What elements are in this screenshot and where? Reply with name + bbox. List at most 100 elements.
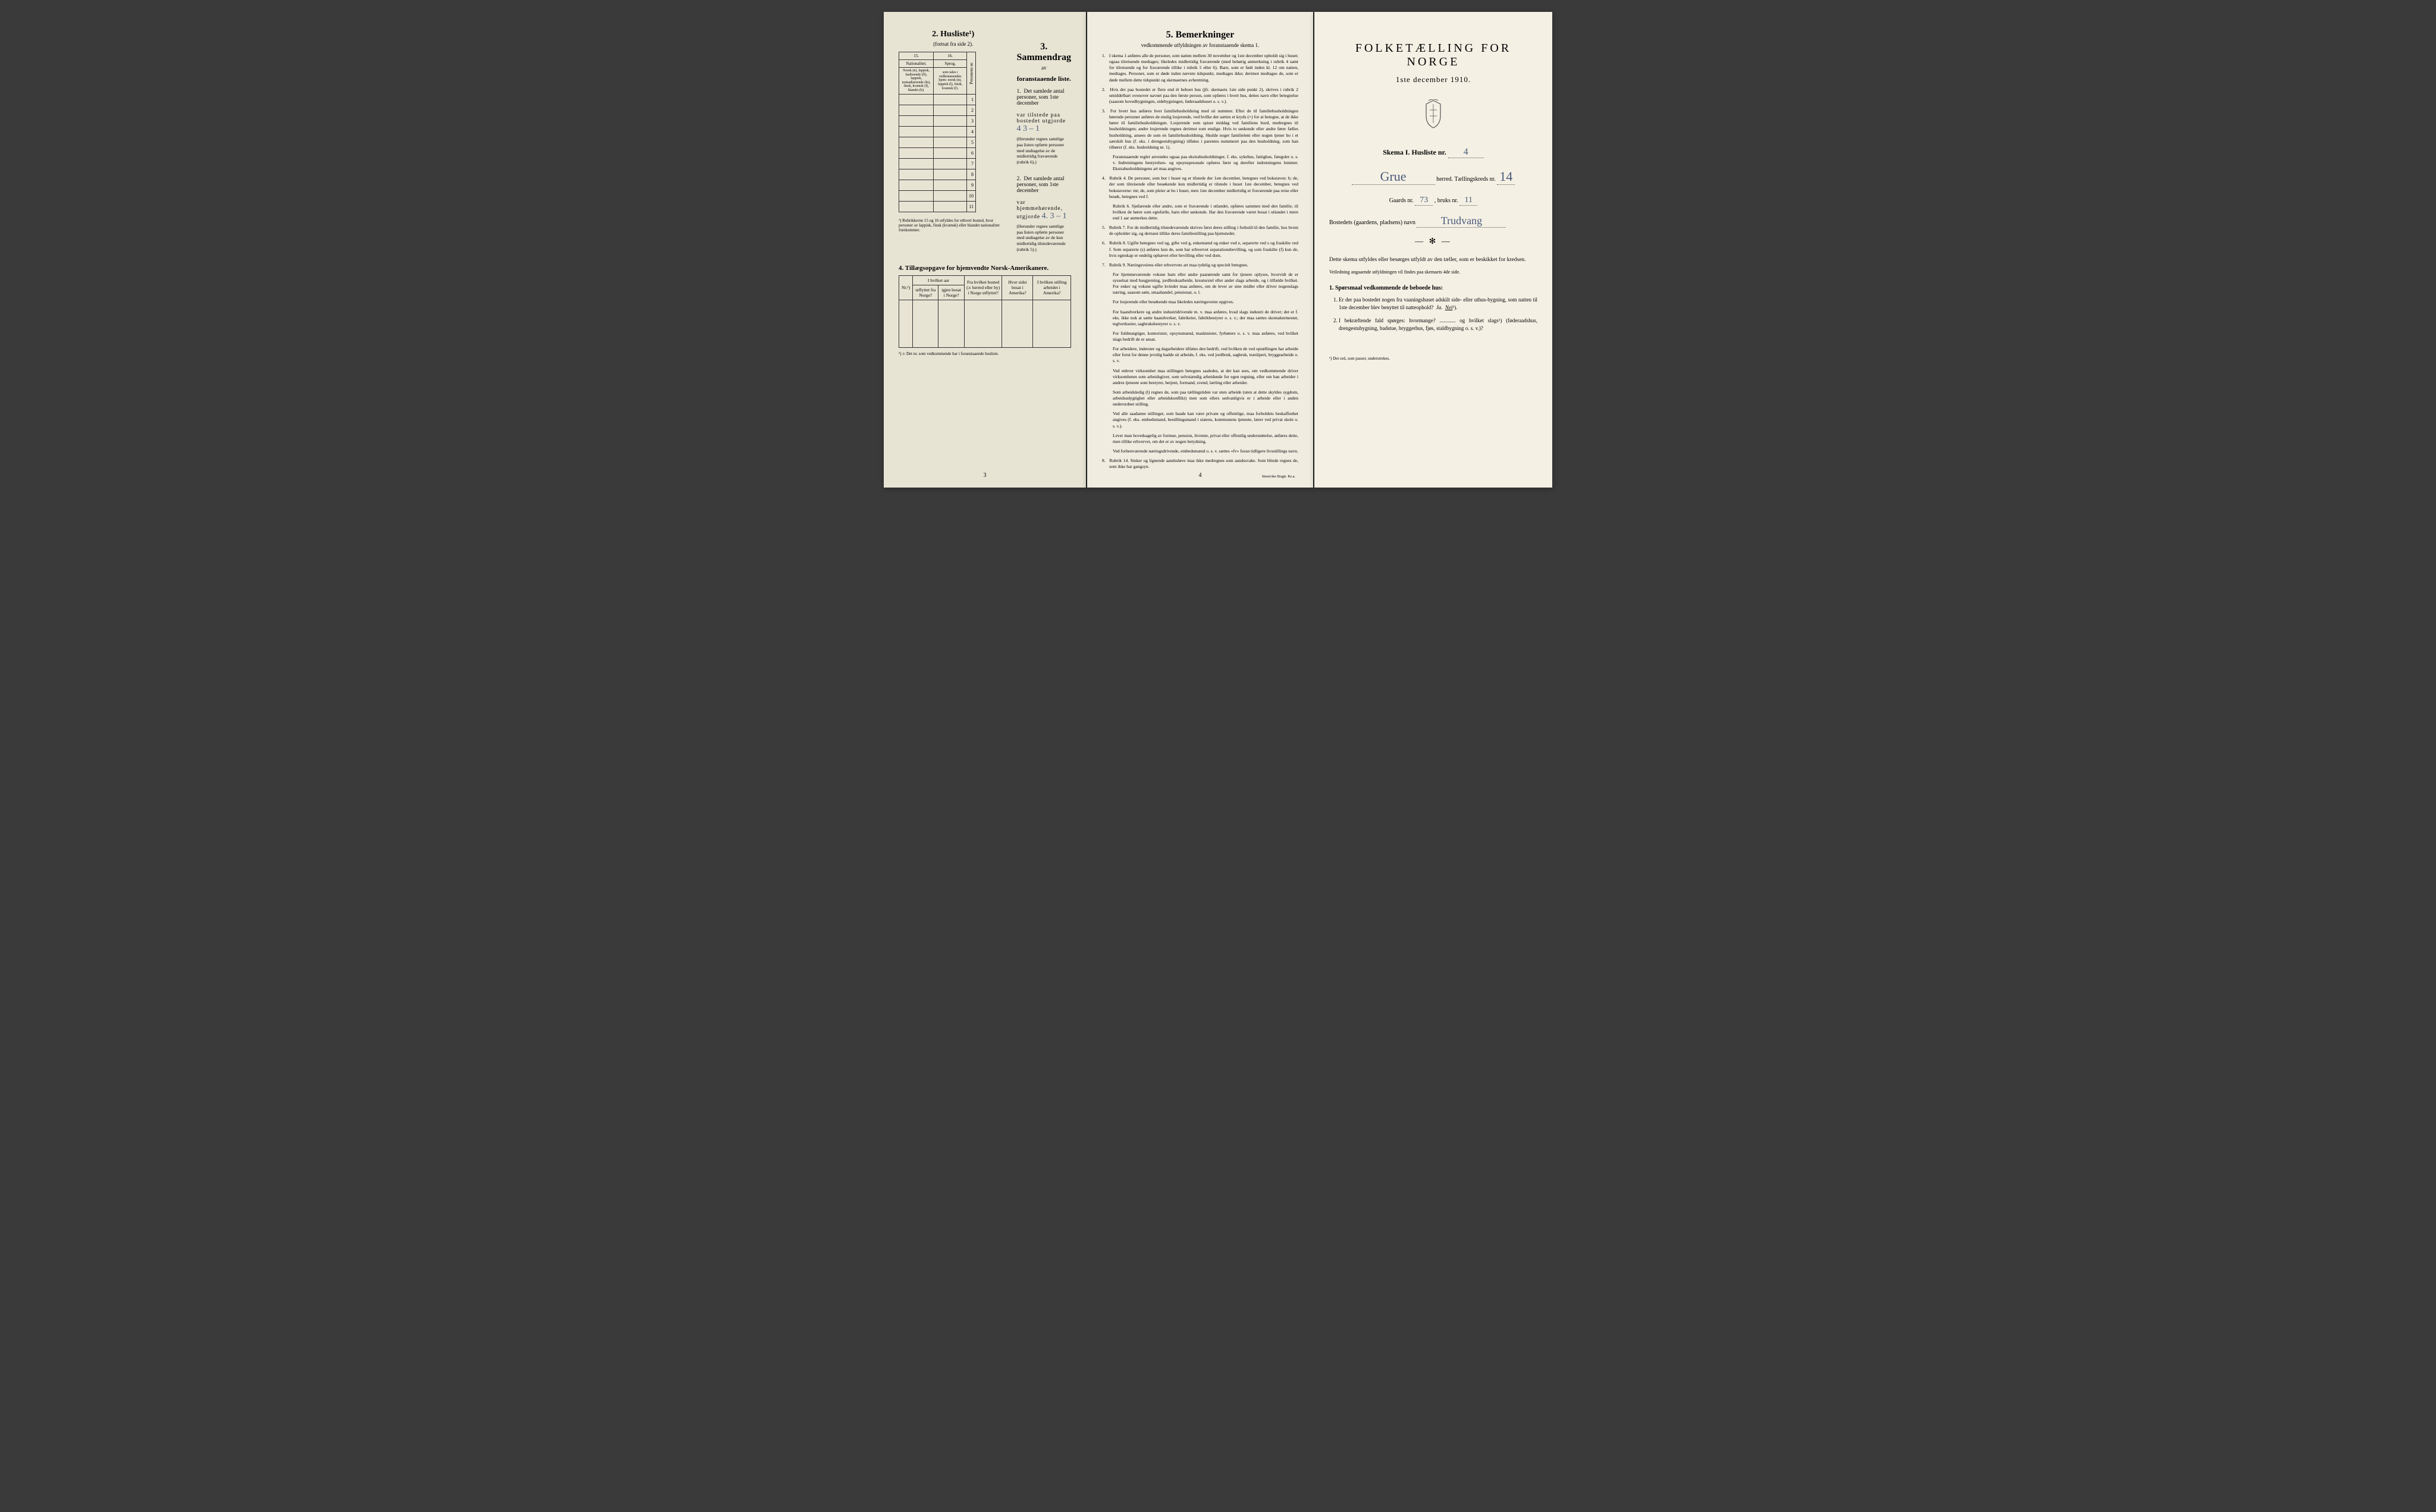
kreds-hand: 14: [1497, 169, 1515, 185]
page3-body: Dette skema utfyldes eller besørges utfy…: [1329, 256, 1537, 276]
herred-label: herred. Tællingskreds nr.: [1436, 176, 1496, 183]
table-row: 9: [899, 180, 976, 190]
remark-item: 1. I skema 1 anføres alle de personer, s…: [1102, 53, 1298, 83]
remark-sub: For arbeidere, inderster og dagarbeidere…: [1102, 346, 1298, 364]
document-spread: 2. Husliste¹) (fortsat fra side 2). 15. …: [884, 12, 1552, 488]
item2-note: (Herunder regnes samtlige paa listen opf…: [1016, 224, 1071, 253]
remark-sub: Ved enhver virksomhet maa stillingen bet…: [1102, 368, 1298, 386]
herred-hand: Grue: [1352, 169, 1435, 185]
question-2: I bekræftende fald spørges: hvormange? .…: [1339, 317, 1537, 332]
nationality-footnote: ¹) Rubrikkerne 15 og 16 utfyldes for eth…: [899, 218, 1007, 233]
page-2: 5. Bemerkninger vedkommende utfyldningen…: [1087, 12, 1313, 488]
col-16-body: som tales i vedkommendes hjem: norsk (n)…: [934, 68, 967, 95]
sammendrag-title: 3. Sammendrag: [1016, 42, 1071, 63]
body-text-1: Dette skema utfyldes eller besørges utfy…: [1329, 256, 1537, 264]
item2-text: Det samlede antal personer, som 1ste dec…: [1016, 176, 1064, 194]
amer-body-row: [899, 300, 1071, 347]
body-text-2: Veiledning angaaende utfyldningen vil fi…: [1329, 269, 1537, 276]
amerikanere-table: Nr.²) I hvilket aar Fra hvilket bosted (…: [899, 275, 1071, 348]
bruks-label: , bruks nr.: [1434, 197, 1458, 204]
bemerkninger-sub: vedkommende utfyldningen av foranstaaend…: [1102, 42, 1298, 48]
item2-line2-wrap: var hjemmehørende, utgjorde 4. 3 – 1: [1016, 200, 1071, 221]
sec4-footnote: ²) ɔ: Det nr. som vedkommende har i fora…: [899, 351, 1071, 356]
remark-item: 6. Rubrik 8. Ugifte betegnes ved ug, gif…: [1102, 240, 1298, 258]
amer-nr-head: Nr.²): [899, 275, 913, 300]
remark-sub: Ved alle saadanne stillinger, som baade …: [1102, 411, 1298, 429]
ornament-icon: — ✻ —: [1329, 237, 1537, 247]
question-list: Er der paa bostedet nogen fra vaaningshu…: [1339, 296, 1537, 332]
husliste-title: 2. Husliste¹): [899, 30, 1007, 39]
remark-sub: For haandverkere og andre industridriven…: [1102, 309, 1298, 327]
table-row: 6: [899, 147, 976, 158]
table-row: 2: [899, 105, 976, 115]
husliste-column: 2. Husliste¹) (fortsat fra side 2). 15. …: [899, 30, 1007, 233]
table-row: 8: [899, 169, 976, 180]
herred-line: Grue herred. Tællingskreds nr. 14: [1329, 169, 1537, 185]
amerikanere-section: 4. Tillægsopgave for hjemvendte Norsk-Am…: [899, 265, 1071, 356]
remark-sub: Lever man hovedsagelig av formue, pensio…: [1102, 433, 1298, 445]
remark-sub: For hjemmeværende voksne barn eller andr…: [1102, 272, 1298, 296]
table-row: 3: [899, 115, 976, 126]
gaards-label: Gaards nr.: [1389, 197, 1414, 204]
table-row: 5: [899, 137, 976, 147]
printer-imprint: Steen'ske Bogtr. Kr.a.: [1262, 474, 1295, 479]
skema-line: Skema I. Husliste nr. 4: [1329, 147, 1537, 158]
question-1: Er der paa bostedet nogen fra vaaningshu…: [1339, 296, 1537, 311]
remark-item: 3. For hvert hus anføres hver familiehus…: [1102, 108, 1298, 150]
table-row: 4: [899, 126, 976, 137]
table-row: 10: [899, 190, 976, 201]
remark-item: 5. Rubrik 7. For de midlertidig tilstede…: [1102, 225, 1298, 237]
sammendrag-sub1: av: [1016, 65, 1071, 71]
page3-footnote: ¹) Det ord, som passer, understrekes.: [1329, 356, 1537, 361]
amer-igjen-head: igjen bosat i Norge?: [938, 285, 964, 300]
bosted-line: Bostedets (gaardens, pladsens) navn Trud…: [1329, 215, 1537, 228]
col-15-num: 15.: [899, 52, 934, 60]
remark-item: 7. Rubrik 9. Næringsveiens eller erhverv…: [1102, 262, 1298, 268]
page-1: 2. Husliste¹) (fortsat fra side 2). 15. …: [884, 12, 1086, 488]
amer-fra-head: Fra hvilket bosted (ɔ: herred eller by) …: [964, 275, 1002, 300]
remark-sub: Foranstaaende regler anvendes ogsaa paa …: [1102, 154, 1298, 172]
coat-of-arms-icon: [1329, 99, 1537, 132]
table-row: 7: [899, 158, 976, 169]
nei-option: Nei: [1445, 304, 1453, 310]
item1-line2-wrap: var tilstede paa bostedet utgjorde 4 3 –…: [1016, 112, 1071, 134]
item1-text: Det samlede antal personer, som 1ste dec…: [1016, 89, 1064, 106]
census-date: 1ste december 1910.: [1329, 75, 1537, 84]
page1-top-wrap: 2. Husliste¹) (fortsat fra side 2). 15. …: [899, 30, 1071, 253]
q2-text: I bekræftende fald spørges: hvormange? .…: [1339, 318, 1537, 331]
table-row: 11: [899, 201, 976, 212]
amer-aar-head: I hvilket aar: [913, 275, 965, 285]
col-15-body: Norsk (n), lappisk, fastboende (lf), lap…: [899, 68, 934, 95]
bosted-label: Bostedets (gaardens, pladsens) navn: [1329, 219, 1415, 226]
ja-option: Ja.: [1436, 304, 1443, 310]
page-3: FOLKETÆLLING FOR NORGE 1ste december 191…: [1314, 12, 1552, 488]
sammendrag-sub2: foranstaaende liste.: [1016, 76, 1071, 83]
item1-handwritten: 4 3 – 1: [1016, 124, 1040, 133]
person-nr-head: Personens nr.: [967, 52, 976, 95]
sammendrag-section: 3. Sammendrag av foranstaaende liste. 1.…: [1016, 30, 1071, 253]
page1-number: 3: [984, 472, 987, 479]
amer-hvor-head: Hvor sidst bosat i Amerika?: [1002, 275, 1033, 300]
remark-item: 4. Rubrik 4. De personer, som bor i huse…: [1102, 175, 1298, 200]
nei-sup: ¹).: [1452, 304, 1457, 310]
bosted-hand: Trudvang: [1417, 215, 1506, 228]
item1-line2: var tilstede paa bostedet utgjorde: [1016, 112, 1066, 124]
remark-sub: Rubrik 6. Sjøfarende eller andre, som er…: [1102, 203, 1298, 221]
bemerkninger-title: 5. Bemerkninger: [1102, 30, 1298, 40]
table-row: 1: [899, 94, 976, 105]
amer-ut-head: utflyttet fra Norge?: [913, 285, 938, 300]
item1-note: (Herunder regnes samtlige paa listen opf…: [1016, 136, 1071, 165]
item2-handwritten: 4. 3 – 1: [1041, 212, 1066, 221]
question-heading: 1. Spørsmaal vedkommende de beboede hus:: [1329, 285, 1537, 291]
nationality-table: 15. 16. Personens nr. Nationalitet. Spro…: [899, 52, 976, 212]
skema-label: Skema I. Husliste nr.: [1383, 148, 1446, 156]
remark-sub: For fuldmægtiger, kontorister, opsynsmæn…: [1102, 331, 1298, 342]
remark-sub: Som arbeidsledig (l) regnes de, som paa …: [1102, 389, 1298, 407]
col-16-head: Sprog,: [934, 60, 967, 68]
gaards-hand: 73: [1415, 196, 1433, 206]
bruks-hand: 11: [1459, 196, 1477, 206]
page2-number: 4: [1199, 472, 1202, 479]
remark-item: 8. Rubrik 14. Sinker og lignende aandssl…: [1102, 458, 1298, 470]
summary-item-2: 2.Det samlede antal personer, som 1ste d…: [1016, 176, 1071, 194]
sec4-title: 4. Tillægsopgave for hjemvendte Norsk-Am…: [899, 265, 1071, 272]
